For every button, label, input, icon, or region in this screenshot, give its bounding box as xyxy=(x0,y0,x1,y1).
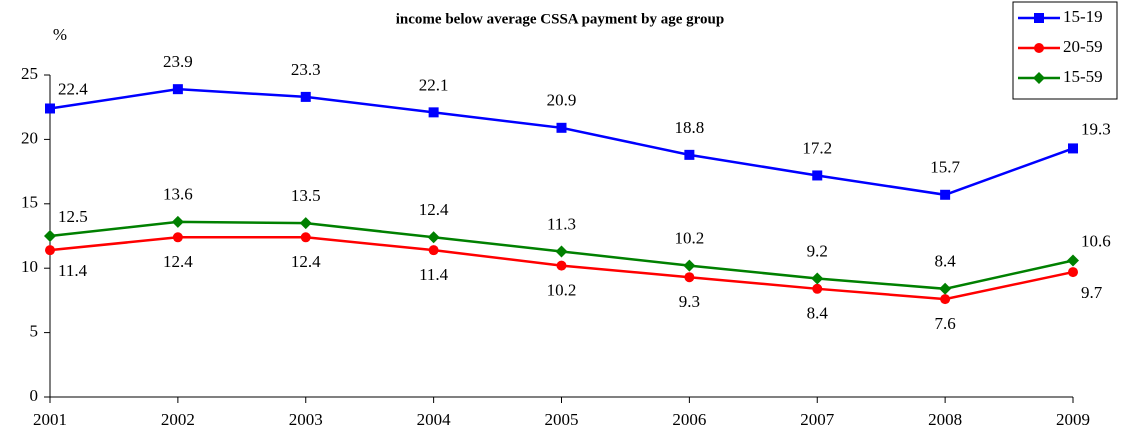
data-label: 10.2 xyxy=(547,281,577,300)
data-label: 9.7 xyxy=(1081,283,1103,302)
legend-label: 15-19 xyxy=(1063,7,1103,26)
data-label: 11.3 xyxy=(547,214,576,233)
data-label: 20.9 xyxy=(547,91,577,110)
legend-marker xyxy=(1034,43,1044,53)
data-point xyxy=(1068,267,1078,278)
data-label: 13.5 xyxy=(291,186,321,205)
data-point xyxy=(556,122,567,133)
data-label: 12.4 xyxy=(419,200,449,219)
y-tick-label: 0 xyxy=(30,386,39,405)
x-tick-label: 2003 xyxy=(289,410,323,429)
data-label: 18.8 xyxy=(675,118,705,137)
data-point xyxy=(684,149,695,160)
data-label: 9.2 xyxy=(807,241,828,260)
data-point xyxy=(44,230,56,242)
data-point xyxy=(555,245,568,258)
y-tick-label: 5 xyxy=(30,322,39,341)
data-point xyxy=(684,272,695,283)
x-tick-label: 2008 xyxy=(928,410,962,429)
data-point xyxy=(172,232,183,243)
chart-title: income below average CSSA payment by age… xyxy=(396,11,724,27)
data-label: 13.6 xyxy=(163,185,193,204)
data-label: 8.4 xyxy=(807,304,829,323)
data-point xyxy=(556,260,567,271)
data-label: 11.4 xyxy=(58,261,88,280)
x-tick-label: 2004 xyxy=(417,410,452,429)
data-label: 8.4 xyxy=(935,252,957,271)
data-point xyxy=(940,189,951,200)
data-point xyxy=(45,245,55,256)
data-point xyxy=(300,91,311,102)
data-label: 12.4 xyxy=(291,252,321,271)
data-point xyxy=(171,215,184,228)
data-point xyxy=(172,84,183,95)
data-label: 19.3 xyxy=(1081,119,1111,138)
y-tick-label: 10 xyxy=(21,257,38,276)
data-point xyxy=(427,231,440,244)
data-point xyxy=(940,294,951,305)
data-label: 15.7 xyxy=(930,158,960,177)
data-label: 23.9 xyxy=(163,52,193,71)
data-label: 10.2 xyxy=(675,229,705,248)
legend-marker xyxy=(1033,72,1045,84)
data-point xyxy=(812,283,823,294)
data-label: 22.4 xyxy=(58,79,88,98)
legend-marker xyxy=(1034,13,1044,23)
data-point xyxy=(45,103,55,114)
x-tick-label: 2005 xyxy=(545,410,579,429)
data-point xyxy=(299,217,312,230)
data-point xyxy=(428,107,439,118)
x-tick-label: 2001 xyxy=(33,410,67,429)
data-point xyxy=(939,282,952,295)
data-label: 9.3 xyxy=(679,292,700,311)
y-tick-label: 25 xyxy=(21,64,38,83)
data-label: 12.5 xyxy=(58,207,88,226)
x-tick-label: 2007 xyxy=(800,410,835,429)
legend-label: 15-59 xyxy=(1063,67,1103,86)
y-tick-label: 20 xyxy=(21,128,38,147)
data-point xyxy=(811,272,824,285)
x-tick-label: 2002 xyxy=(161,410,195,429)
data-point xyxy=(428,245,439,256)
data-point xyxy=(300,232,311,243)
data-label: 10.6 xyxy=(1081,231,1111,250)
data-label: 11.4 xyxy=(419,265,449,284)
data-label: 7.6 xyxy=(935,314,956,333)
data-label: 12.4 xyxy=(163,252,193,271)
legend-label: 20-59 xyxy=(1063,37,1103,56)
data-point xyxy=(812,170,823,181)
data-point xyxy=(1067,254,1079,267)
x-tick-label: 2006 xyxy=(672,410,706,429)
y-axis-label: % xyxy=(53,25,67,44)
data-label: 17.2 xyxy=(802,138,832,157)
data-label: 23.3 xyxy=(291,60,321,79)
data-point xyxy=(683,259,696,272)
data-point xyxy=(1068,143,1078,154)
y-tick-label: 15 xyxy=(21,193,38,212)
data-label: 22.1 xyxy=(419,75,449,94)
x-tick-label: 2009 xyxy=(1056,410,1090,429)
